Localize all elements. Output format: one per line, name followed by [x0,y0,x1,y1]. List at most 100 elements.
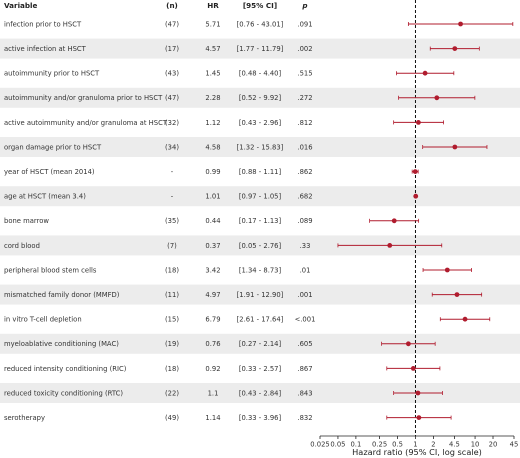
hr-value: 1.12 [205,119,220,127]
p-value: .862 [297,168,312,176]
hr-value: 5.71 [205,20,220,28]
x-tick-label: 20 [489,441,498,449]
hr-point [458,21,463,27]
table-row: organ damage prior to HSCT (34) 4.58 [1.32 … [4,143,313,151]
n-value: (15) [165,316,179,324]
table-row: age at HSCT (mean 3.4) - 1.01 [0.97 - 1.05]… [4,193,313,201]
x-tick-label: 2 [431,441,435,449]
hr-value: 4.57 [205,45,220,53]
n-value: (49) [165,414,179,422]
row-band [0,186,520,207]
n-value: - [171,168,174,176]
ci-value: [0.88 - 1.11] [239,168,282,176]
table-row: infection prior to HSCT (47) 5.71 [0.76 - 4… [4,20,313,28]
ci-value: [1.34 - 8.73] [239,266,282,274]
table-row: active autoimmunity and/or granuloma at … [4,119,313,127]
table-row: bone marrow (35) 0.44 [0.17 - 1.13] .089 [4,217,313,225]
variable-label: serotherapy [4,414,45,422]
hr-point [415,390,421,396]
n-value: (22) [165,389,179,397]
hr-value: 3.42 [205,266,220,274]
hr-value: 1.01 [205,193,220,201]
hr-value: 0.37 [205,242,220,250]
ci-value: [0.33 - 2.57] [239,365,282,373]
row-bands [0,38,520,403]
ci-value: [0.48 - 4.40] [239,70,282,78]
hr-point [413,193,419,199]
hr-point [405,341,411,347]
variable-label: active infection at HSCT [4,45,87,53]
ci-value: [0.43 - 2.84] [239,389,282,397]
p-value: .001 [297,291,312,299]
n-value: (19) [165,340,179,348]
n-value: (7) [167,242,177,250]
p-value: .01 [300,266,311,274]
x-tick-label: 0.25 [372,441,387,449]
n-value: - [171,193,174,201]
p-value: .832 [297,414,312,422]
table-row: reduced toxicity conditioning (RTC) (22) 1… [4,389,313,397]
header-n: (n) [166,1,178,10]
hr-point [422,70,428,76]
x-tick-label: 0.5 [392,441,403,449]
p-value: .515 [297,70,312,78]
variable-label: bone marrow [4,217,49,225]
hr-value: 6.79 [205,316,220,324]
hr-value: 0.76 [205,340,220,348]
hr-point [410,366,416,371]
hr-point [452,46,458,51]
hr-value: 0.44 [205,217,220,225]
header-row: Variable (n) HR [95% CI] p [4,1,308,10]
variable-label: age at HSCT (mean 3.4) [4,193,86,201]
x-tick-label: 0.1 [350,441,361,449]
n-value: (35) [165,217,179,225]
hr-point [444,267,450,273]
n-value: (43) [165,70,179,78]
hr-point [412,169,418,175]
header-ci: [95% CI] [243,1,277,10]
ci-value: [0.33 - 3.96] [239,414,282,422]
table-row: year of HSCT (mean 2014) - 0.99 [0.88 - 1.1… [4,168,313,176]
n-value: (18) [165,266,179,274]
hr-point [391,218,397,224]
table-row: autoimmunity and/or granuloma prior to H… [4,94,313,102]
x-tick-label: 4.5 [449,441,460,449]
table-row: serotherapy (49) 1.14 [0.33 - 3.96] .832 [4,414,313,422]
variable-label: reduced intensity conditioning (RIC) [4,365,127,373]
header-hr: HR [207,1,219,10]
p-value: .682 [297,193,312,201]
ci-value: [0.43 - 2.96] [239,119,282,127]
variable-label: autoimmunity prior to HSCT [4,70,100,78]
hr-point [452,144,458,150]
p-value: .002 [297,45,312,53]
variable-label: peripheral blood stem cells [4,266,97,274]
p-value: <.001 [295,316,316,324]
hr-point [434,95,440,101]
p-value: .272 [297,94,312,102]
n-value: (47) [165,94,179,102]
table-row: active infection at HSCT (17) 4.57 [1.77 - … [4,45,313,53]
ci-value: [0.05 - 2.76] [239,242,282,250]
row-band [0,87,520,108]
hr-point [462,316,468,322]
ci-value: [1.91 - 12.90] [237,291,284,299]
row-band [0,235,520,256]
table-row: cord blood (7) 0.37 [0.05 - 2.76] .33 [4,242,310,250]
variable-label: in vitro T-cell depletion [4,316,82,324]
table-row: mismatched family donor (MMFD) (11) 4.97 [1… [4,291,313,299]
ci-value: [0.52 - 9.92] [239,94,282,102]
p-value: .812 [297,119,312,127]
p-value: .605 [297,340,312,348]
ci-value: [1.32 - 15.83] [237,143,284,151]
variable-label: mismatched family donor (MMFD) [4,291,120,299]
hr-value: 1.45 [205,70,220,78]
table-row: in vitro T-cell depletion (15) 6.79 [2.61 -… [4,316,315,324]
hr-point [454,292,460,297]
variable-label: autoimmunity and/or granuloma prior to H… [4,94,163,102]
x-tick-label: 1 [413,441,417,449]
variable-label: year of HSCT (mean 2014) [4,168,95,176]
p-value: .843 [297,389,312,397]
ci-value: [1.77 - 11.79] [237,45,284,53]
n-value: (34) [165,143,179,151]
